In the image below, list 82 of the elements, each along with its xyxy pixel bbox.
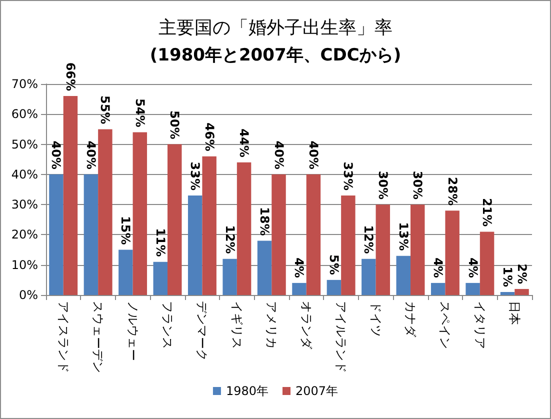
chart-title: 主要国の「婚外子出生率」率 [158,18,392,38]
bar [410,204,425,295]
bar [188,196,202,295]
x-tick-label: オランダ [299,301,314,350]
x-tick-label: イギリス [230,301,244,349]
bar [168,144,182,295]
data-label: 33% [341,162,356,191]
data-label: 12% [362,225,376,254]
y-tick-label: 70% [11,77,38,91]
legend-label: 1980年 [226,384,269,398]
x-tick-label: スペイン [438,301,452,349]
x-tick-label: アイスランド [56,301,70,373]
bar [84,174,98,295]
data-label: 46% [202,122,216,152]
chart-subtitle: (1980年と2007年、CDCから) [150,46,402,66]
data-label: 28% [445,176,460,206]
data-label: 40% [49,140,64,170]
bar [430,282,446,295]
x-tick-label: アイルランド [334,301,348,373]
x-tick-label: ドイツ [368,301,383,337]
y-tick-label: 10% [11,258,38,272]
bar [341,196,356,295]
bar [500,292,515,295]
data-label: 54% [132,98,147,128]
data-label: 66% [63,62,78,92]
bar [292,282,306,295]
y-tick-label: 40% [11,167,38,182]
bar [202,156,216,295]
data-label: 50% [168,110,182,140]
bar [480,232,494,295]
data-label: 13% [396,222,410,251]
data-label: 4% [466,258,480,278]
bar [257,240,272,295]
data-label: 40% [272,140,286,170]
data-label: 30% [376,170,390,200]
bar [49,174,64,295]
y-tick-label: 0% [18,288,38,302]
data-label: 4% [292,258,306,278]
bar [272,174,286,295]
bar [445,210,460,295]
data-label: 11% [153,228,168,257]
x-tick-label: ノルウェー [126,301,140,361]
data-label: 40% [306,140,320,170]
data-label: 44% [237,128,252,158]
bar [63,96,78,295]
y-tick-label: 30% [11,198,38,212]
bar [466,282,480,295]
data-label: 4% [431,258,446,278]
x-tick-label: フランス [160,301,174,349]
data-label: 30% [410,170,425,200]
data-label: 55% [98,95,112,124]
data-label: 5% [326,254,341,275]
data-label: 12% [222,225,237,254]
data-label: 18% [258,207,272,236]
bar [362,258,376,295]
bar [396,256,410,295]
data-label: 21% [480,198,494,227]
x-tick-label: イタリア [472,301,487,349]
legend-label: 2007年 [296,384,338,398]
y-tick-label: 20% [11,228,38,242]
data-label: 40% [84,140,98,170]
bar [236,162,252,295]
y-tick-label: 50% [11,137,38,152]
bar [306,174,321,295]
x-tick-label: アメリカ [264,301,279,349]
data-label: 2% [514,264,529,284]
bar [222,258,237,295]
data-label: 1% [500,266,515,287]
bar [376,204,390,295]
bar [98,129,112,295]
x-tick-label: デンマーク [195,301,210,361]
data-label: 15% [118,216,133,245]
x-tick-label: カナダ [404,301,418,338]
y-tick-label: 60% [11,107,38,122]
data-label: 33% [188,162,202,191]
x-tick-label: スウェーデン [91,301,106,373]
bar [132,132,148,295]
bar [326,280,342,295]
x-tick-label: 日本 [508,301,522,325]
bar [118,250,133,295]
bar [514,288,529,295]
bar [153,262,168,295]
